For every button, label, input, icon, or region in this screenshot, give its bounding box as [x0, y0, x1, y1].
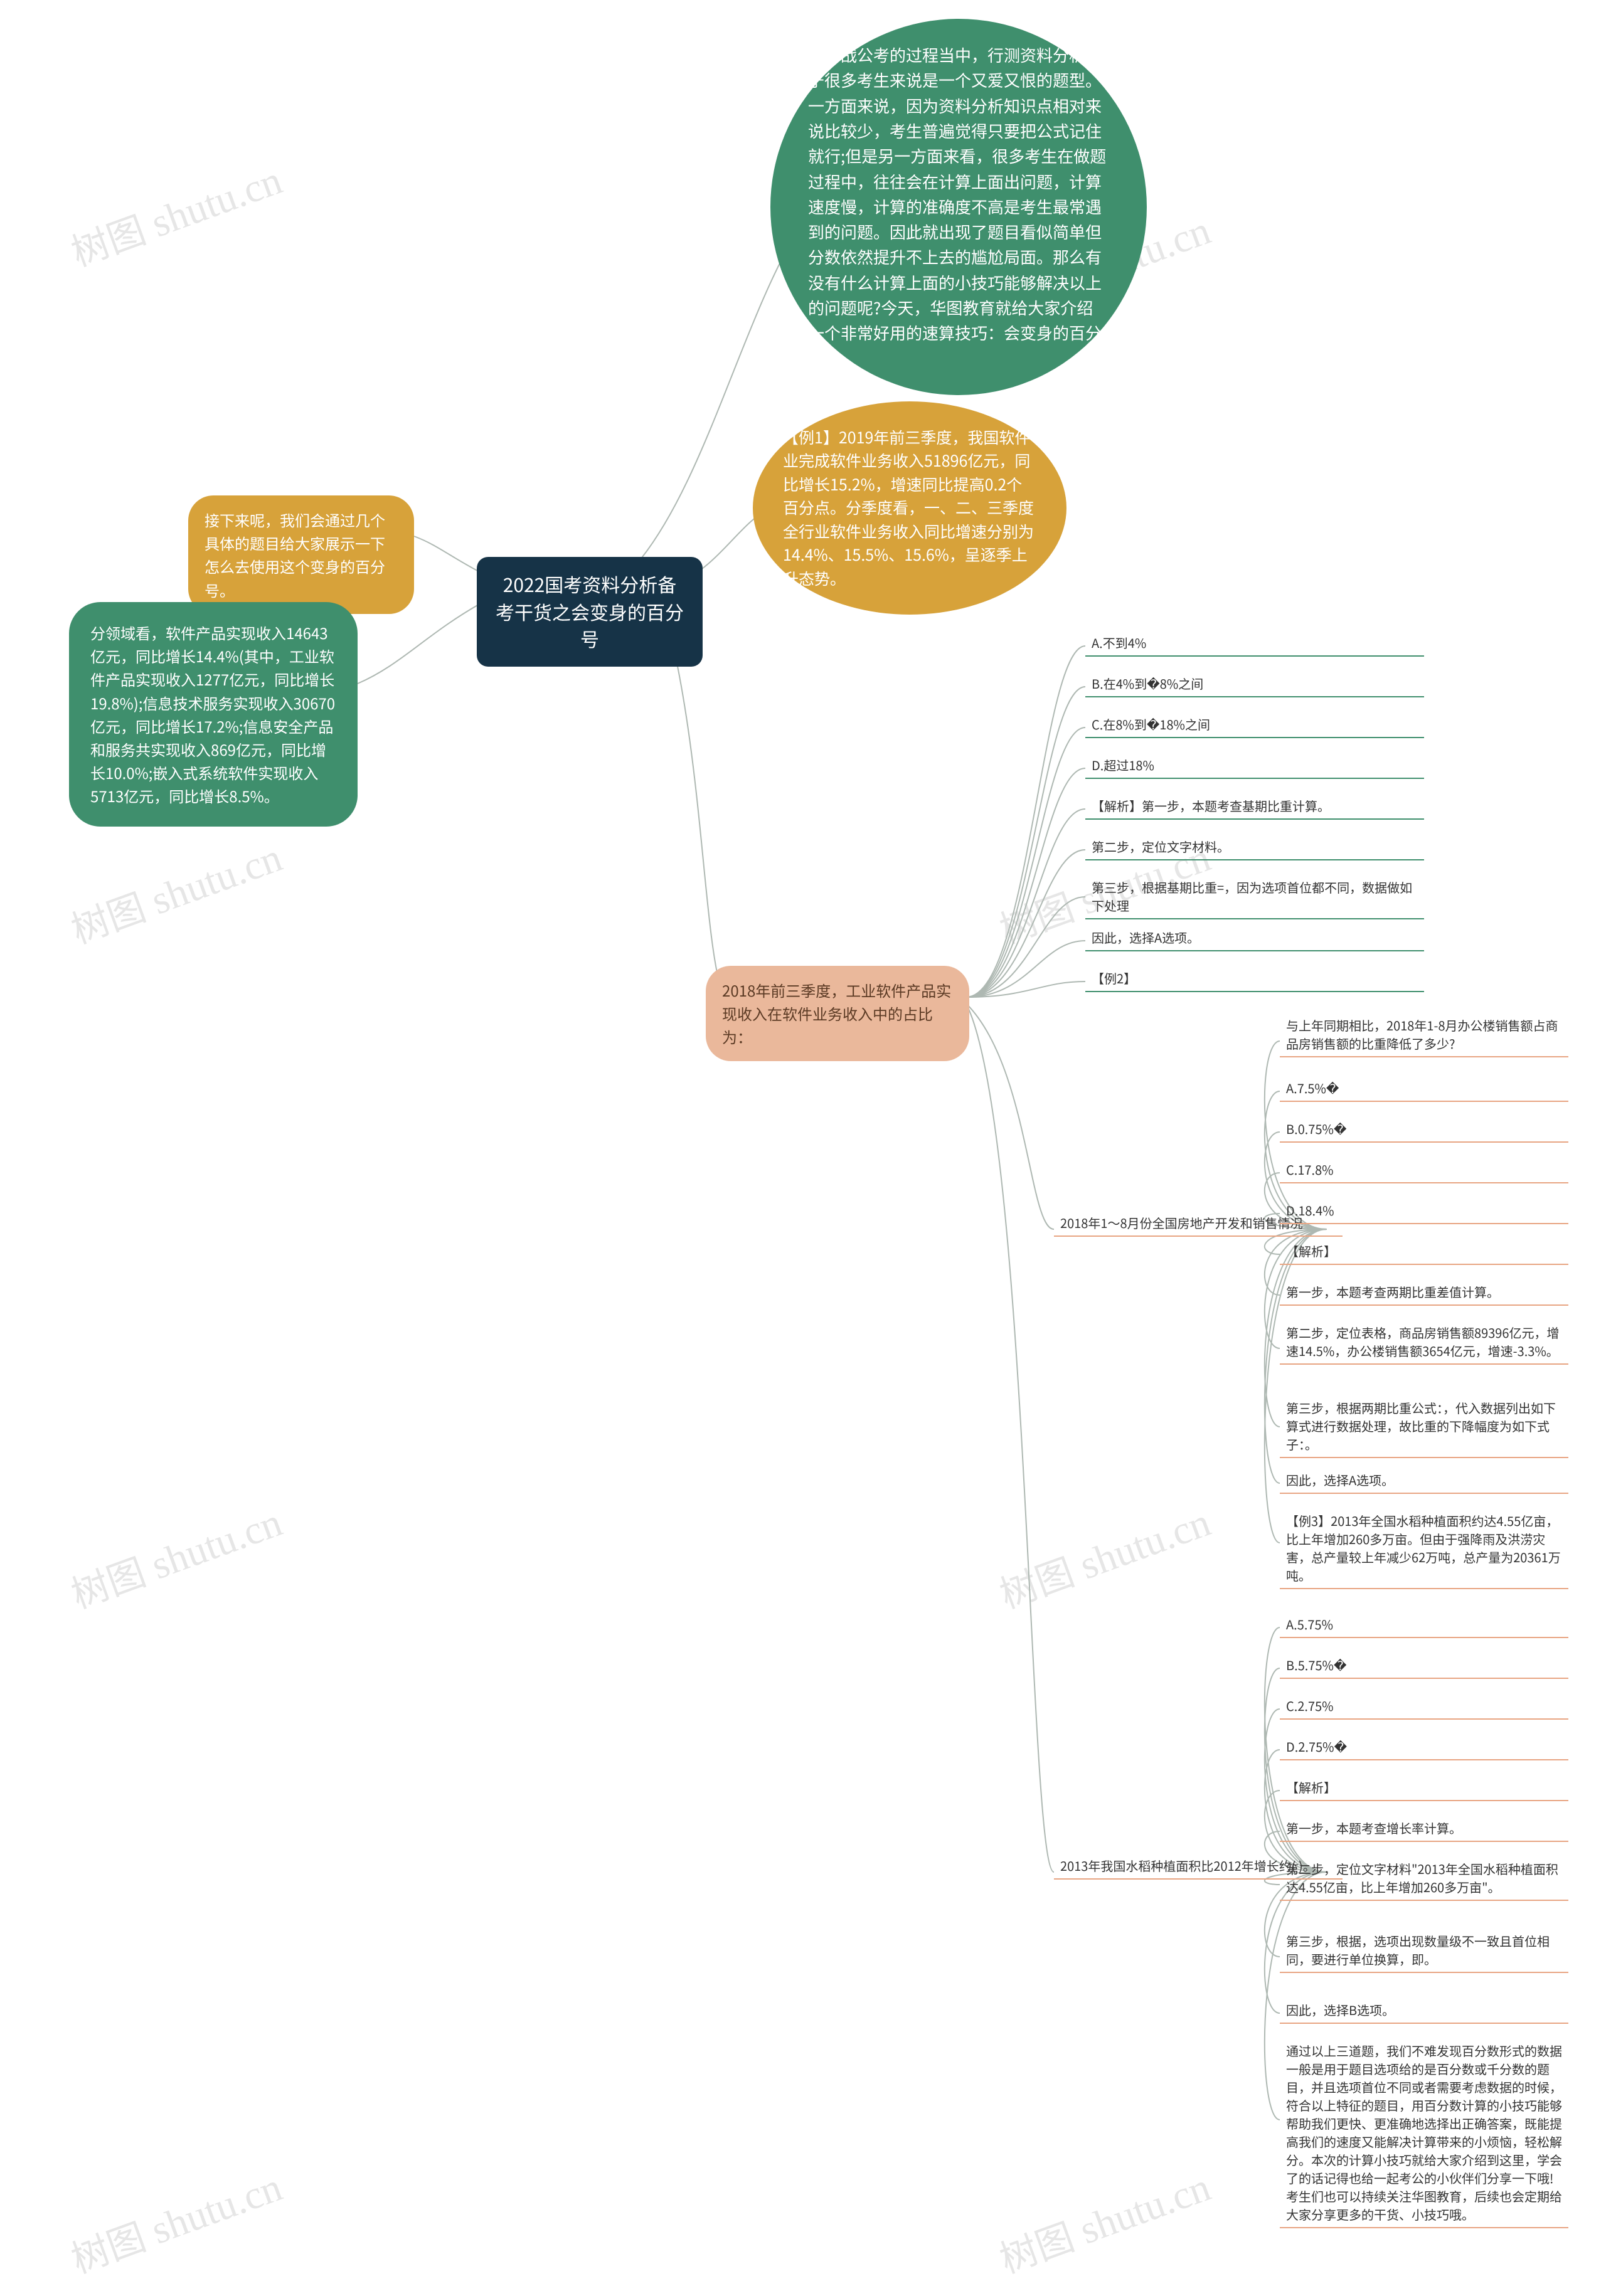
left-intro-text: 接下来呢，我们会通过几个具体的题目给大家展示一下怎么去使用这个变身的百分号。 — [205, 509, 385, 601]
watermark: 树图 shutu.cn — [63, 2157, 289, 2284]
q3-leaf-step3[interactable]: 第三步，根据，选项出现数量级不一致且首位相同，要进行单位换算，即。 — [1280, 1932, 1568, 1973]
watermark: 树图 shutu.cn — [991, 2157, 1217, 2284]
q1-leaf-d[interactable]: D.超过18% — [1085, 756, 1424, 779]
watermark: 树图 shutu.cn — [63, 151, 289, 277]
q3-leaf-d[interactable]: D.2.75%� — [1280, 1737, 1568, 1760]
left-data-pill[interactable]: 分领域看，软件产品实现收入14643亿元，同比增长14.4%(其中，工业软件产品… — [69, 602, 358, 827]
q3-leaf-ans[interactable]: 因此，选择B选项。 — [1280, 2001, 1568, 2024]
q2-leaf-a[interactable]: A.7.5%� — [1280, 1079, 1568, 1102]
example1-oval[interactable]: 【例1】2019年前三季度，我国软件业完成软件业务收入51896亿元，同比增长1… — [753, 401, 1066, 615]
q2-leaf-d[interactable]: D.18.4% — [1280, 1201, 1568, 1224]
q1-leaf-ana2[interactable]: 第二步，定位文字材料。 — [1085, 837, 1424, 860]
q2-leaf-step3[interactable]: 第三步，根据两期比重公式：，代入数据列出如下算式进行数据处理，故比重的下降幅度为… — [1280, 1399, 1568, 1458]
q3-leaf-b[interactable]: B.5.75%� — [1280, 1656, 1568, 1679]
q1-leaf-ana1[interactable]: 【解析】第一步，本题考查基期比重计算。 — [1085, 796, 1424, 820]
q3-leaf-ana[interactable]: 【解析】 — [1280, 1778, 1568, 1801]
q3-leaf-step1[interactable]: 第一步，本题考查增长率计算。 — [1280, 1819, 1568, 1842]
q2-leaf-b[interactable]: B.0.75%� — [1280, 1119, 1568, 1143]
q1-branch[interactable]: 2018年前三季度，工业软件产品实现收入在软件业务收入中的占比为： — [706, 966, 969, 1061]
q1-leaf-c[interactable]: C.在8%到�18%之间 — [1085, 715, 1424, 738]
watermark: 树图 shutu.cn — [991, 1493, 1217, 1619]
left-intro-pill[interactable]: 接下来呢，我们会通过几个具体的题目给大家展示一下怎么去使用这个变身的百分号。 — [188, 495, 414, 614]
q1-leaf-b[interactable]: B.在4%到�8%之间 — [1085, 674, 1424, 697]
q1-leaf-ana3[interactable]: 第三步，根据基期比重=，因为选项首位都不同，数据做如下处理 — [1085, 878, 1424, 919]
q2-leaf-0[interactable]: 与上年同期相比，2018年1-8月办公楼销售额占商品房销售额的比重降低了多少? — [1280, 1016, 1568, 1057]
example1-text: 【例1】2019年前三季度，我国软件业完成软件业务收入51896亿元，同比增长1… — [783, 426, 1036, 591]
watermark: 树图 shutu.cn — [63, 1493, 289, 1619]
q1-leaf-ans[interactable]: 因此，选择A选项。 — [1085, 928, 1424, 951]
intro-oval[interactable]: 在备战公考的过程当中，行测资料分析对于很多考生来说是一个又爱又恨的题型。一方面来… — [770, 19, 1147, 395]
q2-leaf-ana[interactable]: 【解析】 — [1280, 1242, 1568, 1265]
q2-leaf-c[interactable]: C.17.8% — [1280, 1160, 1568, 1183]
q2-leaf-ans[interactable]: 因此，选择A选项。 — [1280, 1471, 1568, 1494]
q2-leaf-step1[interactable]: 第一步，本题考查两期比重差值计算。 — [1280, 1283, 1568, 1306]
intro-oval-text: 在备战公考的过程当中，行测资料分析对于很多考生来说是一个又爱又恨的题型。一方面来… — [808, 43, 1109, 371]
left-data-text: 分领域看，软件产品实现收入14643亿元，同比增长14.4%(其中，工业软件产品… — [90, 622, 335, 807]
q3-leaf-summary[interactable]: 通过以上三道题，我们不难发现百分数形式的数据一般是用于题目选项给的是百分数或千分… — [1280, 2041, 1568, 2228]
center-topic-text: 2022国考资料分析备考干货之会变身的百分号 — [496, 570, 684, 652]
center-topic[interactable]: 2022国考资料分析备考干货之会变身的百分号 — [477, 557, 703, 667]
watermark: 树图 shutu.cn — [63, 828, 289, 955]
q2-leaf-step2[interactable]: 第二步，定位表格，商品房销售额89396亿元，增速14.5%，办公楼销售额365… — [1280, 1323, 1568, 1365]
q1-leaf-a[interactable]: A.不到4% — [1085, 633, 1424, 657]
q3-leaf-c[interactable]: C.2.75% — [1280, 1696, 1568, 1720]
q3-leaf-a[interactable]: A.5.75% — [1280, 1615, 1568, 1638]
q1-branch-text: 2018年前三季度，工业软件产品实现收入在软件业务收入中的占比为： — [722, 979, 951, 1047]
q3-leaf-step2[interactable]: 第二步，定位文字材料"2013年全国水稻种植面积达4.55亿亩，比上年增加260… — [1280, 1860, 1568, 1901]
q1-leaf-ex2[interactable]: 【例2】 — [1085, 969, 1424, 992]
q2-leaf-ex3[interactable]: 【例3】2013年全国水稻种植面积约达4.55亿亩，比上年增加260多万亩。但由… — [1280, 1511, 1568, 1589]
